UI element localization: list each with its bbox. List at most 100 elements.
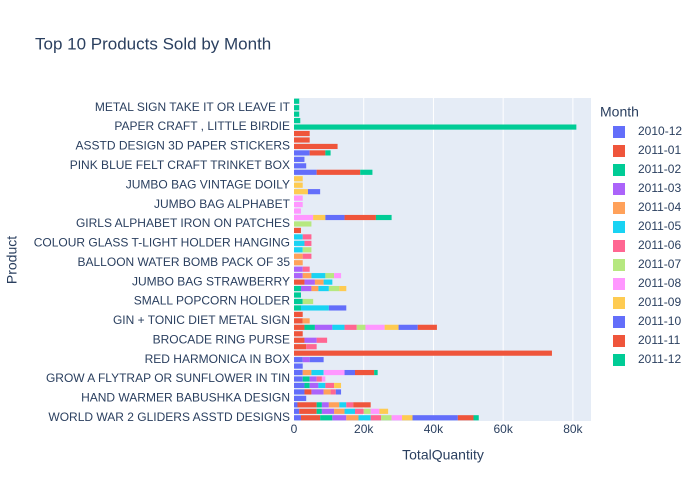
bar-segment: [323, 369, 345, 376]
legend-label: 2011-03: [638, 181, 681, 195]
bar-segment: [294, 260, 303, 266]
bar-segment: [356, 324, 366, 330]
bar-segment: [306, 344, 317, 350]
bar-segment: [304, 324, 315, 330]
bar-segment: [302, 298, 314, 305]
bar-segment: [294, 363, 303, 369]
bar-segment: [473, 415, 479, 421]
bar-segment: [398, 324, 418, 330]
bar-segment: [412, 415, 458, 421]
bar-segment: [294, 273, 303, 279]
bar-segment: [316, 402, 322, 408]
bar-segment: [294, 369, 303, 376]
bar-segment: [294, 292, 301, 298]
bar-segment: [363, 408, 371, 414]
bar-segment: [294, 234, 303, 240]
legend-label: 2011-01: [638, 143, 681, 157]
x-tick-label: 60k: [493, 422, 513, 436]
bar-segment: [365, 324, 385, 330]
bar-segment: [311, 273, 326, 279]
bar-segment: [325, 150, 331, 156]
bar-segment: [320, 415, 333, 421]
y-axis-title: Product: [4, 236, 20, 284]
bar-segment: [294, 189, 308, 195]
bar-segment: [375, 214, 392, 221]
bar-segment: [323, 279, 333, 285]
bar-segment: [304, 337, 317, 343]
legend-swatch: [613, 259, 625, 271]
bar-segment: [355, 408, 364, 414]
bar-segment: [304, 389, 312, 395]
legend-swatch: [613, 297, 625, 309]
bar-segment: [332, 415, 347, 421]
bar-segment: [344, 324, 357, 330]
bar-segment: [321, 376, 326, 382]
bar-segment: [330, 389, 336, 395]
y-tick-label: JUMBO BAG STRAWBERRY: [132, 274, 290, 288]
bar-segment: [314, 279, 324, 285]
bar-segment: [294, 376, 303, 382]
bar-segment: [307, 189, 321, 195]
legend-label: 2011-02: [638, 162, 681, 176]
legend-swatch: [613, 240, 625, 252]
bar-segment: [302, 253, 312, 259]
legend-swatch: [613, 202, 625, 214]
y-tick-label: COLOUR GLASS T-LIGHT HOLDER HANGING: [34, 236, 290, 250]
bar-segment: [294, 202, 303, 208]
bar-segment: [304, 382, 310, 389]
bar-segment: [294, 227, 301, 234]
bar-segment: [294, 98, 300, 104]
y-tick-label: GIRLS ALPHABET IRON ON PATCHES: [76, 216, 290, 230]
bar-segment: [294, 337, 305, 343]
bar-segment: [309, 376, 317, 382]
bar-segment: [294, 279, 305, 285]
y-tick-label: GIN + TONIC DIET METAL SIGN: [113, 313, 290, 327]
bar-segment: [299, 408, 317, 414]
bar-segment: [302, 357, 310, 363]
legend-swatch: [613, 335, 625, 347]
bar-segment: [370, 408, 380, 414]
bar-segment: [294, 324, 305, 330]
bar-segment: [311, 285, 319, 292]
bar-segment: [334, 408, 345, 414]
bar-segment: [294, 182, 303, 188]
bar-segment: [294, 118, 301, 124]
bar-segment: [309, 382, 319, 389]
legend-label: 2011-10: [638, 314, 681, 328]
y-tick-label: GROW A FLYTRAP OR SUNFLOWER IN TIN: [46, 371, 290, 385]
bar-segment: [294, 143, 338, 150]
bar-segment: [294, 402, 298, 408]
bar-segment: [294, 163, 307, 169]
bar-segment: [304, 240, 312, 246]
bar-segment: [297, 402, 317, 408]
plot-area: [294, 98, 591, 421]
x-tick-label: 0: [291, 422, 298, 436]
legend-swatch: [613, 316, 625, 328]
bar-segment: [402, 415, 413, 421]
y-tick-label: SMALL POPCORN HOLDER: [134, 294, 291, 308]
bar-segment: [294, 221, 312, 227]
legend-label: 2011-05: [638, 219, 681, 233]
bar-segment: [294, 105, 300, 111]
bar-segment: [294, 130, 310, 137]
legend-label: 2011-11: [638, 333, 681, 347]
bar-segment: [302, 234, 312, 240]
chart-title: Top 10 Products Sold by Month: [35, 34, 271, 53]
y-tick-label: ASSTD DESIGN 3D PAPER STICKERS: [76, 139, 291, 153]
x-tick-label: 40k: [424, 422, 444, 436]
bar-segment: [294, 318, 303, 324]
bar-segment: [294, 357, 303, 363]
bar-segment: [374, 369, 378, 376]
legend-label: 2010-12: [638, 124, 682, 138]
bar-segment: [384, 324, 399, 330]
bar-segment: [294, 331, 303, 337]
bar-segment: [360, 169, 373, 175]
bar-segment: [294, 395, 307, 401]
y-tick-label: METAL SIGN TAKE IT OR LEAVE IT: [95, 100, 291, 114]
bar-segment: [294, 415, 301, 421]
bar-segment: [344, 369, 356, 376]
legend-label: 2011-09: [638, 295, 681, 309]
bar-segment: [294, 305, 301, 311]
bar-segment: [302, 369, 312, 376]
legend-swatch: [613, 145, 625, 157]
